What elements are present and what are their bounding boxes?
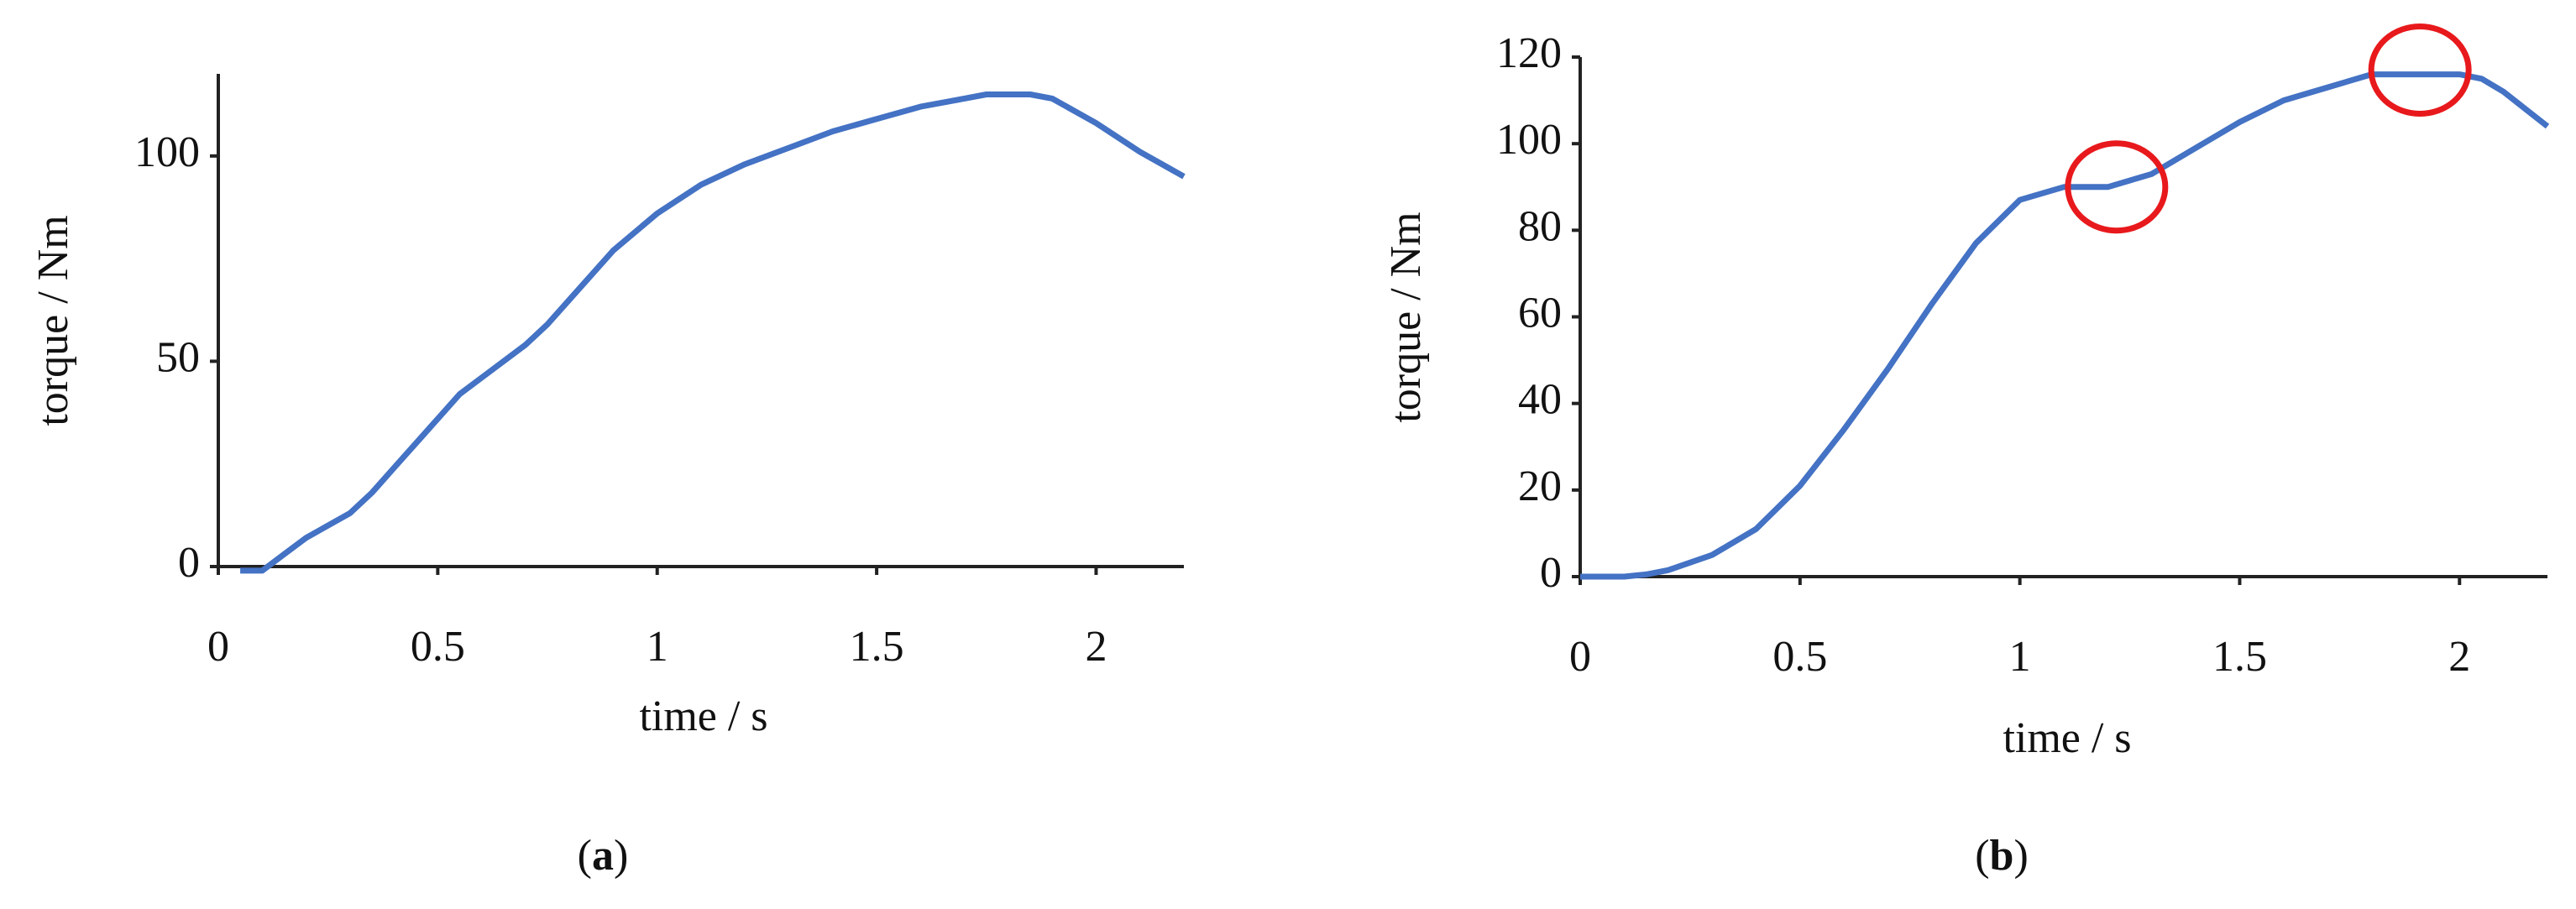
highlight-circle: [2368, 23, 2472, 117]
x-tick-label: 2: [2448, 633, 2470, 681]
y-tick-label: 0: [178, 539, 200, 587]
y-tick-label: 50: [156, 333, 200, 381]
y-tick-label: 100: [1496, 116, 1562, 164]
y-tick-label: 0: [1540, 549, 1562, 597]
y-tick-label: 100: [134, 128, 200, 176]
y-tick-label: 80: [1518, 202, 1562, 250]
y-axis-label: torque / Nm: [29, 215, 77, 426]
caption: (a): [578, 832, 629, 880]
caption: (b): [1975, 832, 2029, 880]
y-tick-label: 20: [1518, 462, 1562, 510]
y-axis-label: torque / Nm: [1382, 212, 1430, 422]
x-tick-label: 1: [647, 623, 668, 671]
x-tick-label: 1.5: [850, 623, 904, 671]
x-tick-label: 0.5: [411, 623, 465, 671]
y-tick-label: 60: [1518, 289, 1562, 337]
x-tick-label: 0.5: [1772, 633, 1827, 681]
x-tick-label: 1: [2009, 633, 2031, 681]
x-axis-label: time / s: [639, 692, 767, 740]
x-tick-label: 1.5: [2212, 633, 2267, 681]
data-line: [1580, 71, 2550, 580]
highlight-circle: [2065, 140, 2169, 234]
y-tick-label: 120: [1496, 29, 1562, 77]
data-line: [240, 91, 1186, 574]
x-tick-label: 0: [1569, 633, 1591, 681]
x-axis-label: time / s: [2003, 714, 2131, 762]
x-tick-label: 2: [1085, 623, 1107, 671]
y-tick-label: 40: [1518, 376, 1562, 424]
x-tick-label: 0: [207, 623, 229, 671]
